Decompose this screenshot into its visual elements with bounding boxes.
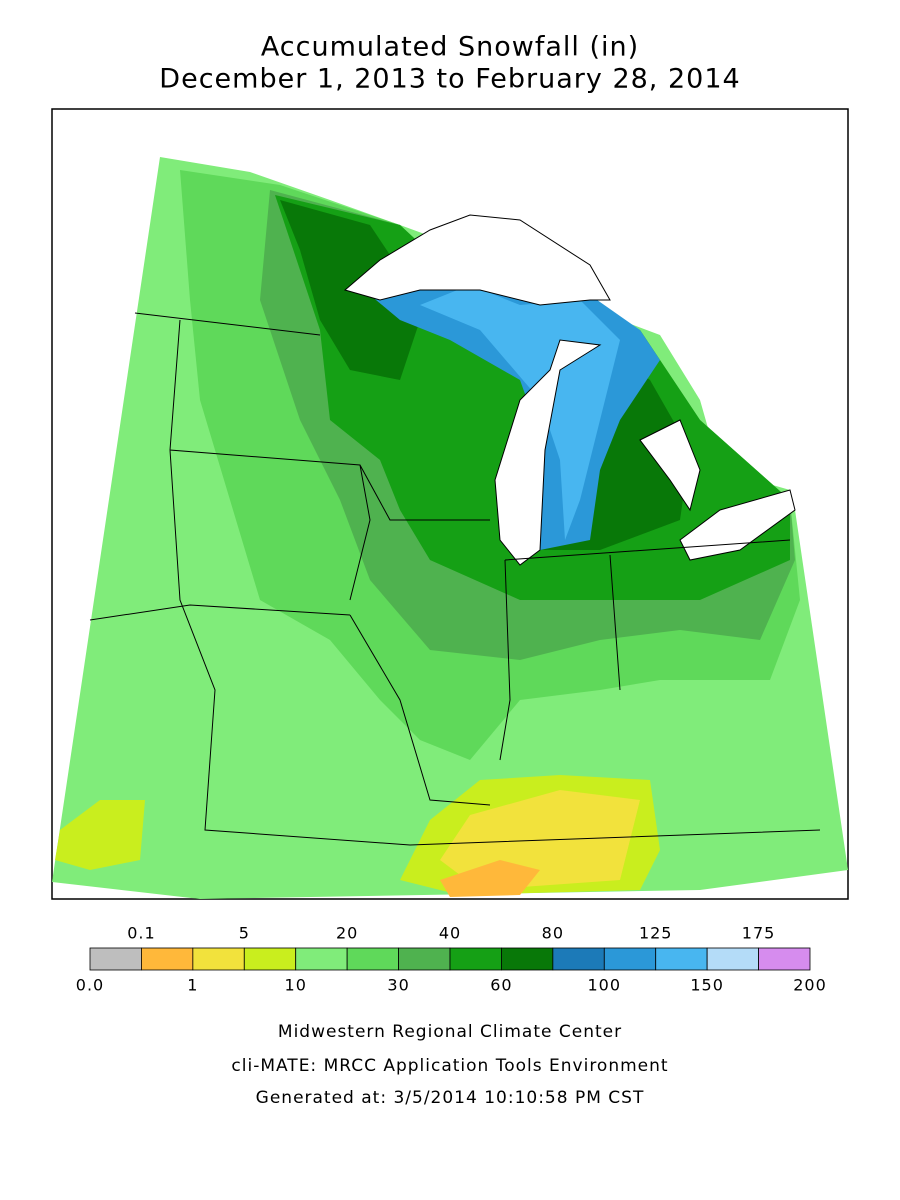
lake xyxy=(679,489,796,561)
legend-swatch xyxy=(655,947,708,971)
legend-label: 0.1 xyxy=(127,924,155,943)
state-borders xyxy=(89,312,821,846)
legend-label: 100 xyxy=(588,976,622,995)
legend-swatch xyxy=(706,947,759,971)
legend-swatch xyxy=(501,947,554,971)
legend-swatch xyxy=(552,947,605,971)
legend-label: 30 xyxy=(387,976,409,995)
snow-zone xyxy=(440,860,540,897)
lake xyxy=(343,214,611,306)
snow-zone xyxy=(530,360,690,550)
legend-label: 20 xyxy=(336,924,358,943)
legend-swatch xyxy=(89,947,142,971)
footer-line: Midwestern Regional Climate Center xyxy=(278,1022,622,1042)
lake xyxy=(639,419,701,512)
legend-swatch xyxy=(346,947,399,971)
footer-line: cli-MATE: MRCC Application Tools Environ… xyxy=(231,1056,668,1076)
map xyxy=(51,108,849,900)
legend-swatch xyxy=(758,947,811,971)
legend-swatch xyxy=(295,947,348,971)
legend-label: 5 xyxy=(239,924,250,943)
footer-line: Generated at: 3/5/2014 10:10:58 PM CST xyxy=(256,1088,645,1108)
lake xyxy=(494,339,602,566)
legend-label: 200 xyxy=(793,976,827,995)
legend-label: 175 xyxy=(742,924,776,943)
legend-label: 80 xyxy=(542,924,564,943)
legend-swatch xyxy=(243,947,297,971)
legend-label: 40 xyxy=(439,924,461,943)
legend-label: 60 xyxy=(490,976,512,995)
legend-swatch xyxy=(398,947,451,971)
legend-swatch xyxy=(141,947,194,971)
legend-swatch xyxy=(449,947,502,971)
legend: 0.1 5 20 40 80 125 175 0.0 1 10 30 60 100 150 200 xyxy=(76,924,827,995)
snow-zone xyxy=(55,800,145,870)
subtitle: December 1, 2013 to February 28, 2014 xyxy=(159,64,740,95)
legend-label: 150 xyxy=(690,976,724,995)
title: Accumulated Snowfall (in) xyxy=(261,32,639,63)
legend-label: 10 xyxy=(285,976,307,995)
legend-label: 1 xyxy=(187,976,198,995)
legend-label: 125 xyxy=(639,924,673,943)
legend-label: 0.0 xyxy=(76,976,104,995)
legend-swatch xyxy=(603,947,657,971)
legend-swatch xyxy=(192,947,245,971)
